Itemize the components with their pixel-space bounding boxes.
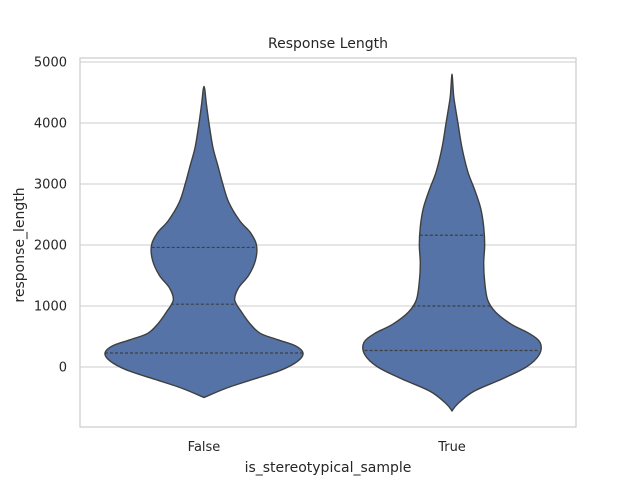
y-axis-label: response_length	[12, 187, 28, 302]
x-tick-label-false: False	[188, 440, 221, 455]
x-tick-label-true: True	[437, 440, 466, 455]
y-tick-label: 0	[59, 361, 67, 376]
y-tick-label: 4000	[34, 117, 67, 132]
y-tick-label: 3000	[34, 178, 67, 193]
y-tick-label: 5000	[34, 56, 67, 71]
x-axis-label: is_stereotypical_sample	[245, 460, 412, 476]
x-axis-ticks: False True	[188, 440, 466, 455]
chart-title: Response Length	[268, 36, 388, 52]
plot-frame	[79, 57, 577, 428]
violin-true	[362, 73, 542, 413]
y-tick-label: 1000	[34, 300, 67, 315]
violins	[104, 73, 542, 413]
y-tick-label: 2000	[34, 239, 67, 254]
y-axis-ticks: 0 1000 2000 3000 4000 5000	[34, 56, 67, 376]
violin-false	[104, 85, 304, 399]
